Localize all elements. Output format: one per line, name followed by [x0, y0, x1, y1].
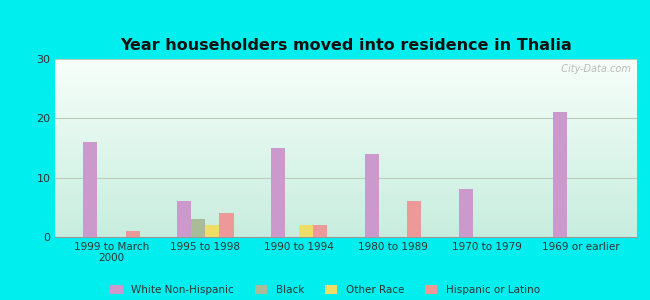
- Bar: [205, 225, 220, 237]
- Bar: [459, 189, 473, 237]
- Bar: [271, 148, 285, 237]
- Bar: [220, 213, 233, 237]
- Bar: [365, 154, 379, 237]
- Bar: [313, 225, 328, 237]
- Bar: [299, 225, 313, 237]
- Bar: [83, 142, 98, 237]
- Bar: [191, 219, 205, 237]
- Bar: [407, 201, 421, 237]
- Title: Year householders moved into residence in Thalia: Year householders moved into residence i…: [120, 38, 572, 53]
- Text: City-Data.com: City-Data.com: [555, 64, 631, 74]
- Bar: [552, 112, 567, 237]
- Bar: [177, 201, 191, 237]
- Legend: White Non-Hispanic, Black, Other Race, Hispanic or Latino: White Non-Hispanic, Black, Other Race, H…: [111, 285, 540, 295]
- Bar: [125, 231, 140, 237]
